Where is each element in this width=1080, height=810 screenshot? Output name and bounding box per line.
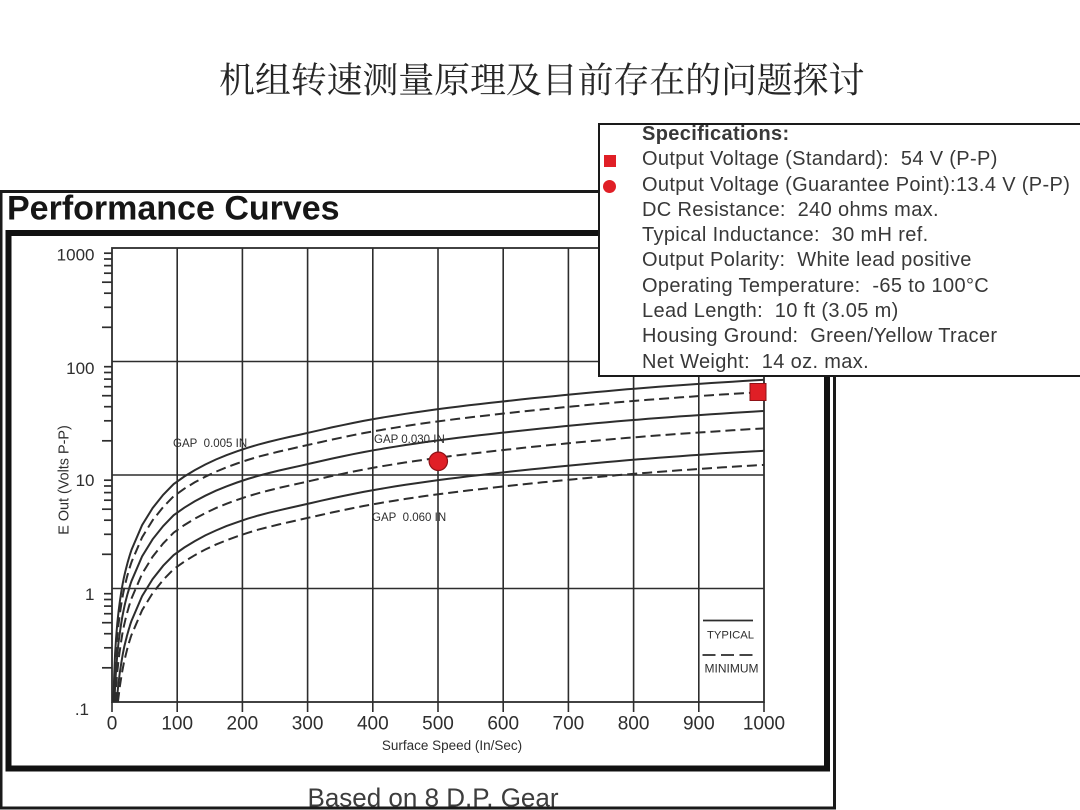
svg-text:900: 900 [683,714,715,735]
svg-text:MINIMUM: MINIMUM [705,662,759,676]
svg-text:200: 200 [227,714,259,735]
svg-text:E Out (Volts P-P): E Out (Volts P-P) [57,425,73,535]
svg-text:.1: .1 [75,700,89,719]
svg-text:100: 100 [66,359,94,378]
svg-text:100: 100 [161,714,193,735]
svg-text:GAP 0.005 IN: GAP 0.005 IN [173,438,247,450]
svg-text:10: 10 [76,471,95,490]
svg-text:Based on 8 D.P. Gear: Based on 8 D.P. Gear [307,783,558,810]
svg-text:700: 700 [553,714,585,735]
svg-text:1000: 1000 [743,714,785,735]
svg-text:300: 300 [292,714,324,735]
svg-text:1000: 1000 [57,246,95,265]
svg-text:800: 800 [618,714,650,735]
svg-text:Performance Curves: Performance Curves [7,190,340,228]
svg-text:600: 600 [487,714,519,735]
svg-text:1: 1 [85,585,94,604]
svg-text:0: 0 [107,714,118,735]
svg-text:400: 400 [357,714,389,735]
svg-text:GAP 0.060 IN: GAP 0.060 IN [372,512,446,524]
svg-text:500: 500 [422,714,454,735]
svg-text:GAP 0.030 IN: GAP 0.030 IN [374,434,445,446]
svg-text:Surface Speed (In/Sec): Surface Speed (In/Sec) [382,738,522,753]
svg-text:TYPICAL: TYPICAL [707,630,754,642]
